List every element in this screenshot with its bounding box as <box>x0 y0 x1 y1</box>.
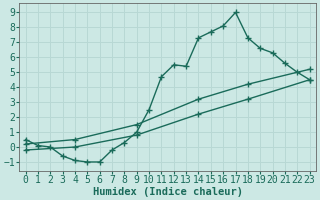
X-axis label: Humidex (Indice chaleur): Humidex (Indice chaleur) <box>92 186 243 197</box>
